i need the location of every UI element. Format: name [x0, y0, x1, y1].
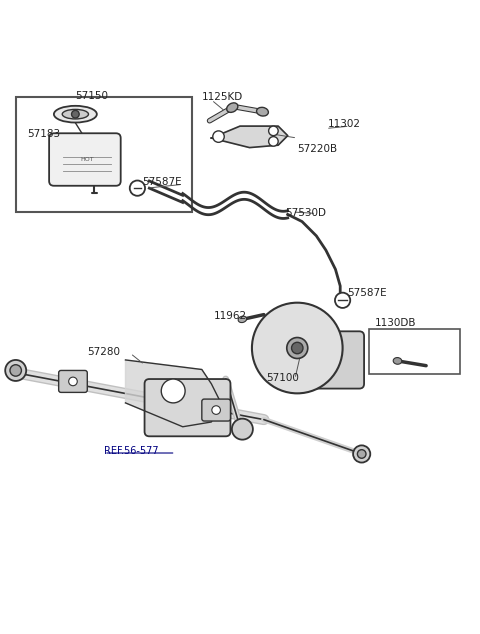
Circle shape: [287, 337, 308, 358]
Circle shape: [269, 126, 278, 136]
Circle shape: [335, 293, 350, 308]
Text: REF.56-577: REF.56-577: [104, 446, 158, 456]
Text: 57280: 57280: [87, 347, 120, 357]
FancyBboxPatch shape: [369, 329, 459, 374]
Circle shape: [130, 181, 145, 196]
FancyBboxPatch shape: [49, 133, 120, 186]
Polygon shape: [125, 360, 221, 427]
Ellipse shape: [393, 358, 402, 365]
Text: 1130DB: 1130DB: [374, 318, 416, 328]
Circle shape: [161, 379, 185, 403]
FancyBboxPatch shape: [16, 98, 192, 212]
Text: 57220B: 57220B: [297, 143, 337, 153]
Circle shape: [353, 445, 370, 463]
Circle shape: [291, 342, 303, 354]
FancyBboxPatch shape: [202, 399, 230, 421]
Text: 57530D: 57530D: [285, 209, 326, 219]
Text: 1125KD: 1125KD: [202, 93, 243, 103]
Text: 11962: 11962: [214, 311, 247, 321]
FancyBboxPatch shape: [59, 370, 87, 392]
Ellipse shape: [238, 316, 247, 323]
FancyBboxPatch shape: [312, 332, 364, 389]
Ellipse shape: [62, 110, 88, 119]
Text: 57587E: 57587E: [348, 288, 387, 298]
Circle shape: [5, 360, 26, 381]
Circle shape: [358, 450, 366, 458]
Circle shape: [69, 377, 77, 385]
Ellipse shape: [227, 103, 238, 112]
Text: HOT: HOT: [81, 157, 94, 162]
Text: 57150: 57150: [75, 91, 108, 101]
Text: 11302: 11302: [328, 119, 361, 129]
Circle shape: [212, 406, 220, 415]
Ellipse shape: [54, 106, 97, 122]
FancyBboxPatch shape: [144, 379, 230, 436]
Circle shape: [232, 418, 253, 439]
Circle shape: [252, 302, 343, 393]
Polygon shape: [211, 126, 288, 148]
Text: 57100: 57100: [266, 373, 299, 382]
Ellipse shape: [256, 107, 268, 116]
Text: 57587E: 57587E: [142, 178, 182, 188]
Circle shape: [10, 365, 22, 376]
Text: 57183: 57183: [28, 129, 61, 139]
Circle shape: [269, 136, 278, 146]
Circle shape: [213, 131, 224, 143]
Circle shape: [72, 110, 79, 118]
